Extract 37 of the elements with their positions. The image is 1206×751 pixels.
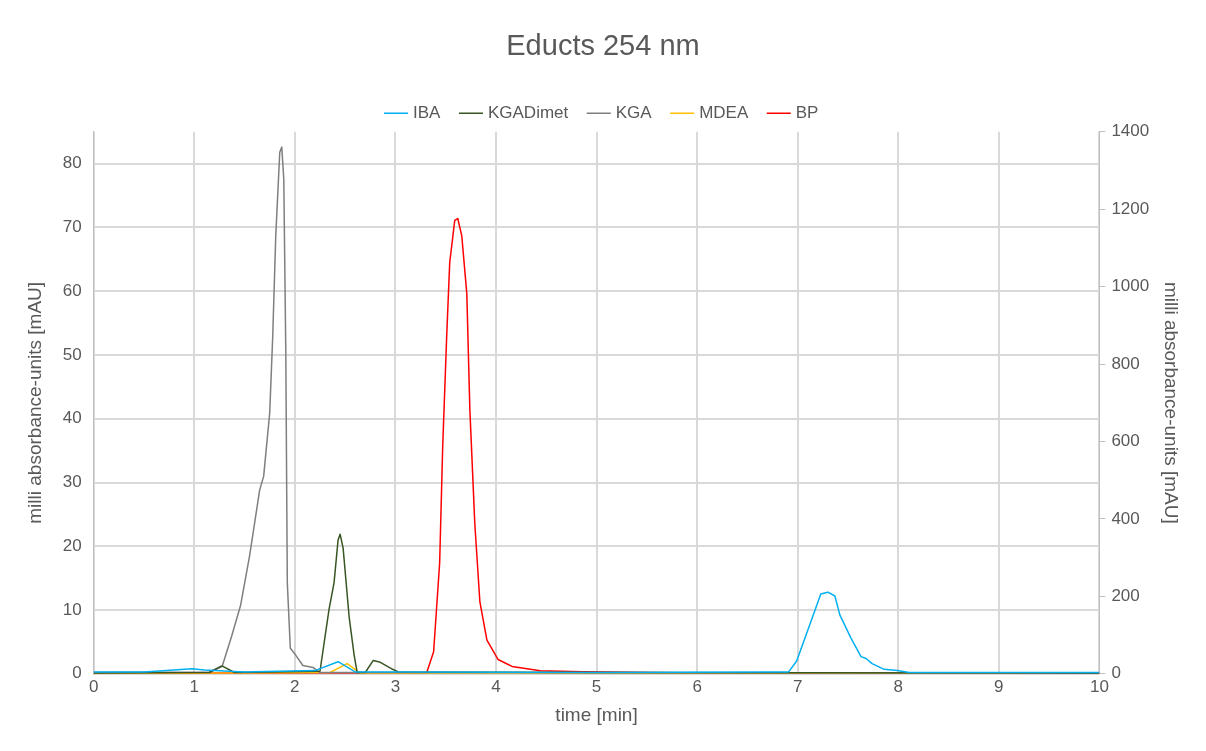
x-tick-label: 8 <box>893 676 903 696</box>
y-tick-label: 80 <box>62 153 82 173</box>
y-tick-label: 0 <box>72 663 82 683</box>
y-tick-label: 10 <box>62 599 82 619</box>
y-tick-label: 70 <box>62 217 82 237</box>
y2-tick-label: 200 <box>1111 586 1140 606</box>
y-tick-label: 60 <box>62 280 82 300</box>
x-tick-label: 6 <box>692 676 702 696</box>
x-tick-label: 5 <box>591 676 602 696</box>
y2-tick-label: 0 <box>1111 663 1121 683</box>
legend-label: KGADimet <box>487 102 569 122</box>
y-tick-label: 40 <box>62 408 82 428</box>
x-tick-label: 1 <box>189 676 200 696</box>
y2-tick-label: 1200 <box>1111 198 1150 218</box>
x-tick-label: 2 <box>290 676 300 696</box>
y2-tick-label: 1000 <box>1111 276 1150 296</box>
x-axis-title: time [min] <box>555 703 638 725</box>
x-tick-label: 10 <box>1089 676 1109 696</box>
y-tick-label: 30 <box>62 472 82 492</box>
chart-title: Educts 254 nm <box>506 29 700 62</box>
y-tick-label: 20 <box>62 535 82 555</box>
legend-label: BP <box>795 102 819 122</box>
legend-label: IBA <box>413 102 442 122</box>
y2-axis-title: milli absorbance-units [mAU] <box>1161 281 1183 524</box>
x-tick-label: 3 <box>390 676 401 696</box>
y2-tick-label: 400 <box>1111 508 1140 528</box>
y2-tick-label: 800 <box>1111 353 1140 373</box>
y-tick-label: 50 <box>62 344 82 364</box>
x-tick-label: 9 <box>994 676 1004 696</box>
y-axis-title: milli absorbance-units [mAU] <box>23 281 45 524</box>
y2-tick-label: 600 <box>1111 431 1140 451</box>
x-tick-label: 0 <box>88 676 99 696</box>
legend-label: KGA <box>615 102 653 122</box>
y2-tick-label: 1400 <box>1111 121 1150 141</box>
legend-label: MDEA <box>699 102 749 122</box>
x-tick-label: 7 <box>792 676 803 696</box>
x-tick-label: 4 <box>491 676 501 696</box>
